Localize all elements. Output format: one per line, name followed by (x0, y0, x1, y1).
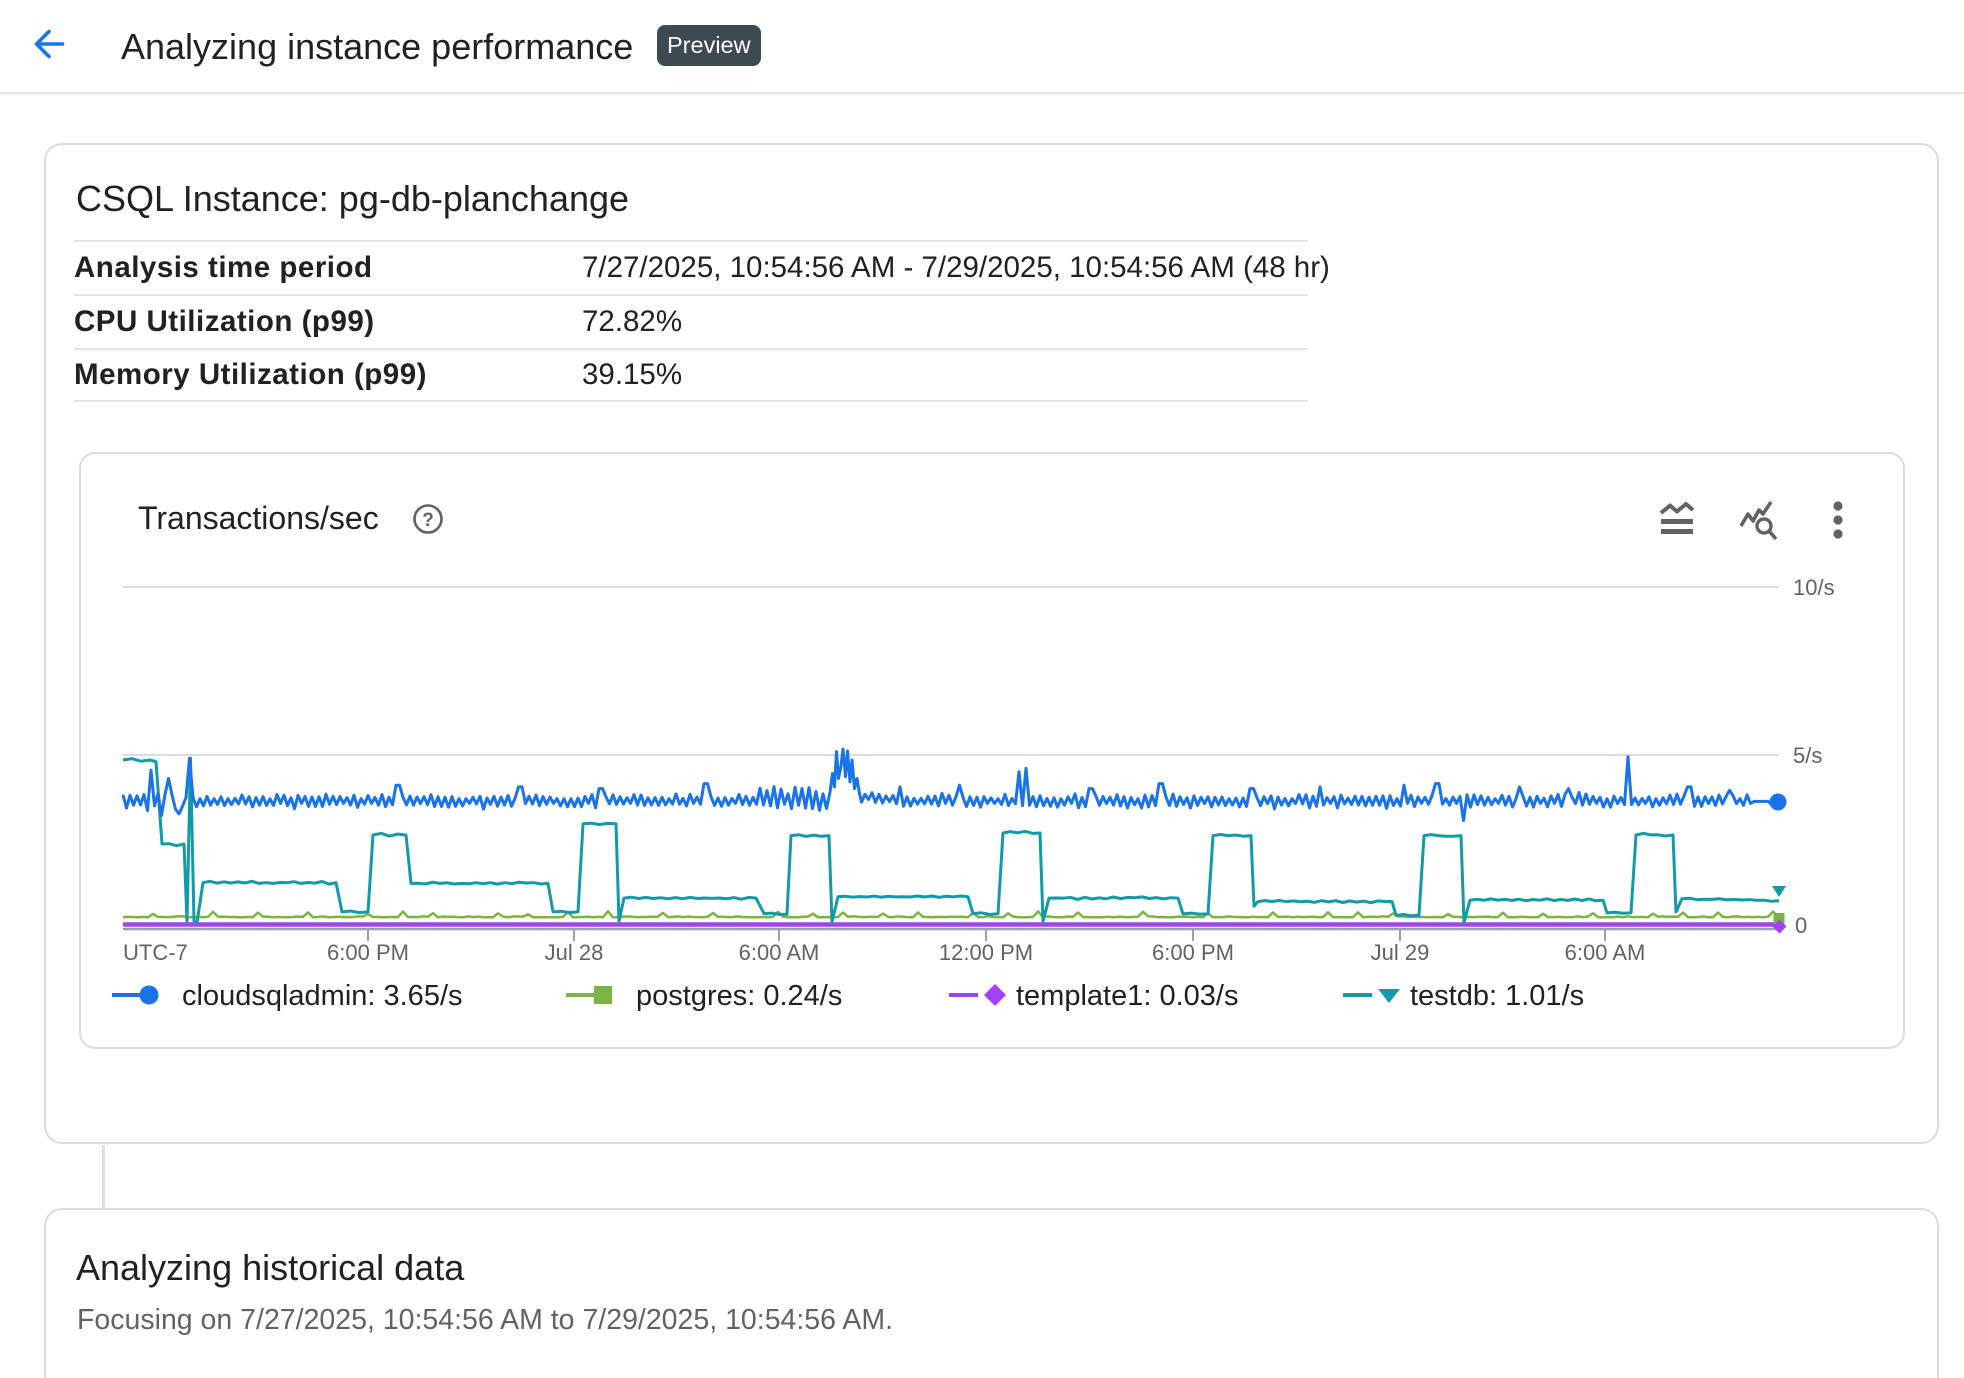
svg-text:postgres: 0.24/s: postgres: 0.24/s (636, 980, 842, 1012)
svg-text:template1: 0.03/s: template1: 0.03/s (1016, 980, 1238, 1012)
svg-text:testdb: 1.01/s: testdb: 1.01/s (1410, 980, 1584, 1012)
svg-text:6:00 AM: 6:00 AM (1565, 940, 1646, 965)
svg-text:?: ? (422, 510, 434, 531)
svg-text:6:00 AM: 6:00 AM (739, 940, 820, 965)
svg-text:6:00 PM: 6:00 PM (327, 940, 409, 965)
svg-text:0: 0 (1795, 913, 1807, 938)
svg-text:UTC-7: UTC-7 (123, 940, 188, 965)
svg-text:5/s: 5/s (1793, 743, 1822, 768)
svg-text:12:00 PM: 12:00 PM (939, 940, 1033, 965)
svg-text:6:00 PM: 6:00 PM (1152, 940, 1234, 965)
svg-text:Jul 29: Jul 29 (1371, 940, 1430, 965)
svg-text:cloudsqladmin: 3.65/s: cloudsqladmin: 3.65/s (182, 980, 463, 1012)
svg-text:Jul 28: Jul 28 (545, 940, 604, 965)
svg-text:10/s: 10/s (1793, 575, 1835, 600)
